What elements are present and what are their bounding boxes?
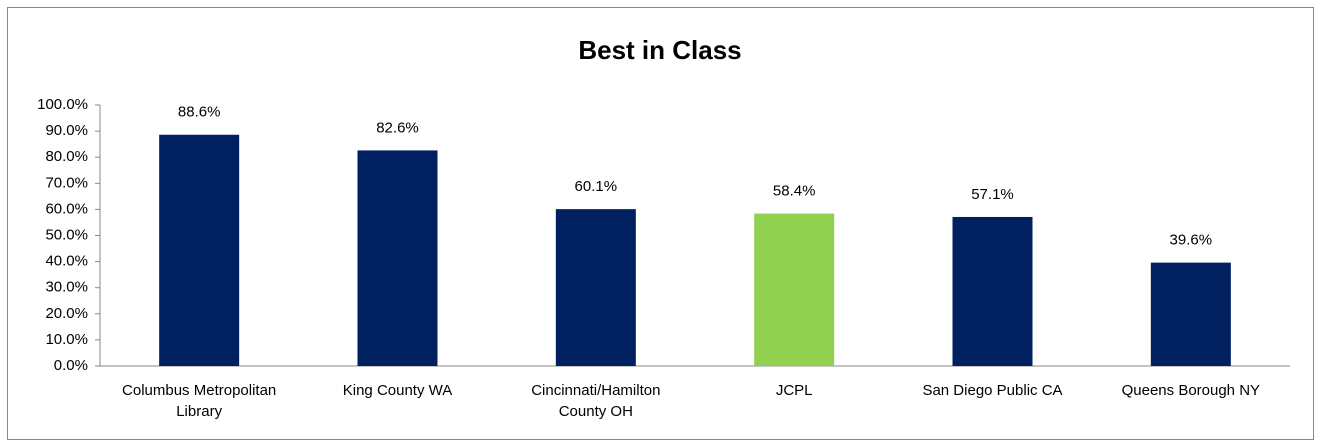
x-tick-label: JCPL xyxy=(775,382,813,399)
x-tick-label: Columbus Metropolitan Library xyxy=(122,382,277,420)
bar xyxy=(1150,262,1231,366)
y-tick-label: 0.0% xyxy=(54,357,88,374)
y-tick-label: 60.0% xyxy=(45,200,88,217)
bar xyxy=(555,209,636,366)
bar xyxy=(357,150,438,366)
x-tick-label: Queens Borough NY xyxy=(1121,382,1261,399)
y-tick-label: 10.0% xyxy=(45,331,88,348)
value-label: 57.1% xyxy=(971,186,1014,203)
y-tick-label: 30.0% xyxy=(45,279,88,296)
y-tick-label: 40.0% xyxy=(45,253,88,270)
y-tick-label: 80.0% xyxy=(45,148,88,165)
value-label: 60.1% xyxy=(575,178,618,195)
value-label: 58.4% xyxy=(773,183,816,200)
bar xyxy=(754,213,835,366)
value-label: 82.6% xyxy=(376,119,419,136)
x-tick-label: King County WA xyxy=(342,382,453,399)
bar xyxy=(952,216,1033,366)
y-tick-label: 20.0% xyxy=(45,305,88,322)
y-tick-label: 70.0% xyxy=(45,174,88,191)
value-label: 39.6% xyxy=(1170,232,1213,249)
chart-title: Best in Class xyxy=(578,35,741,65)
bar xyxy=(159,134,240,366)
x-tick-label: San Diego Public CA xyxy=(922,382,1063,399)
y-tick-label: 100.0% xyxy=(37,96,88,113)
x-tick-label: Cincinnati/Hamilton County OH xyxy=(531,382,661,420)
y-tick-label: 90.0% xyxy=(45,122,88,139)
value-label: 88.6% xyxy=(178,104,221,121)
y-tick-label: 50.0% xyxy=(45,226,88,243)
